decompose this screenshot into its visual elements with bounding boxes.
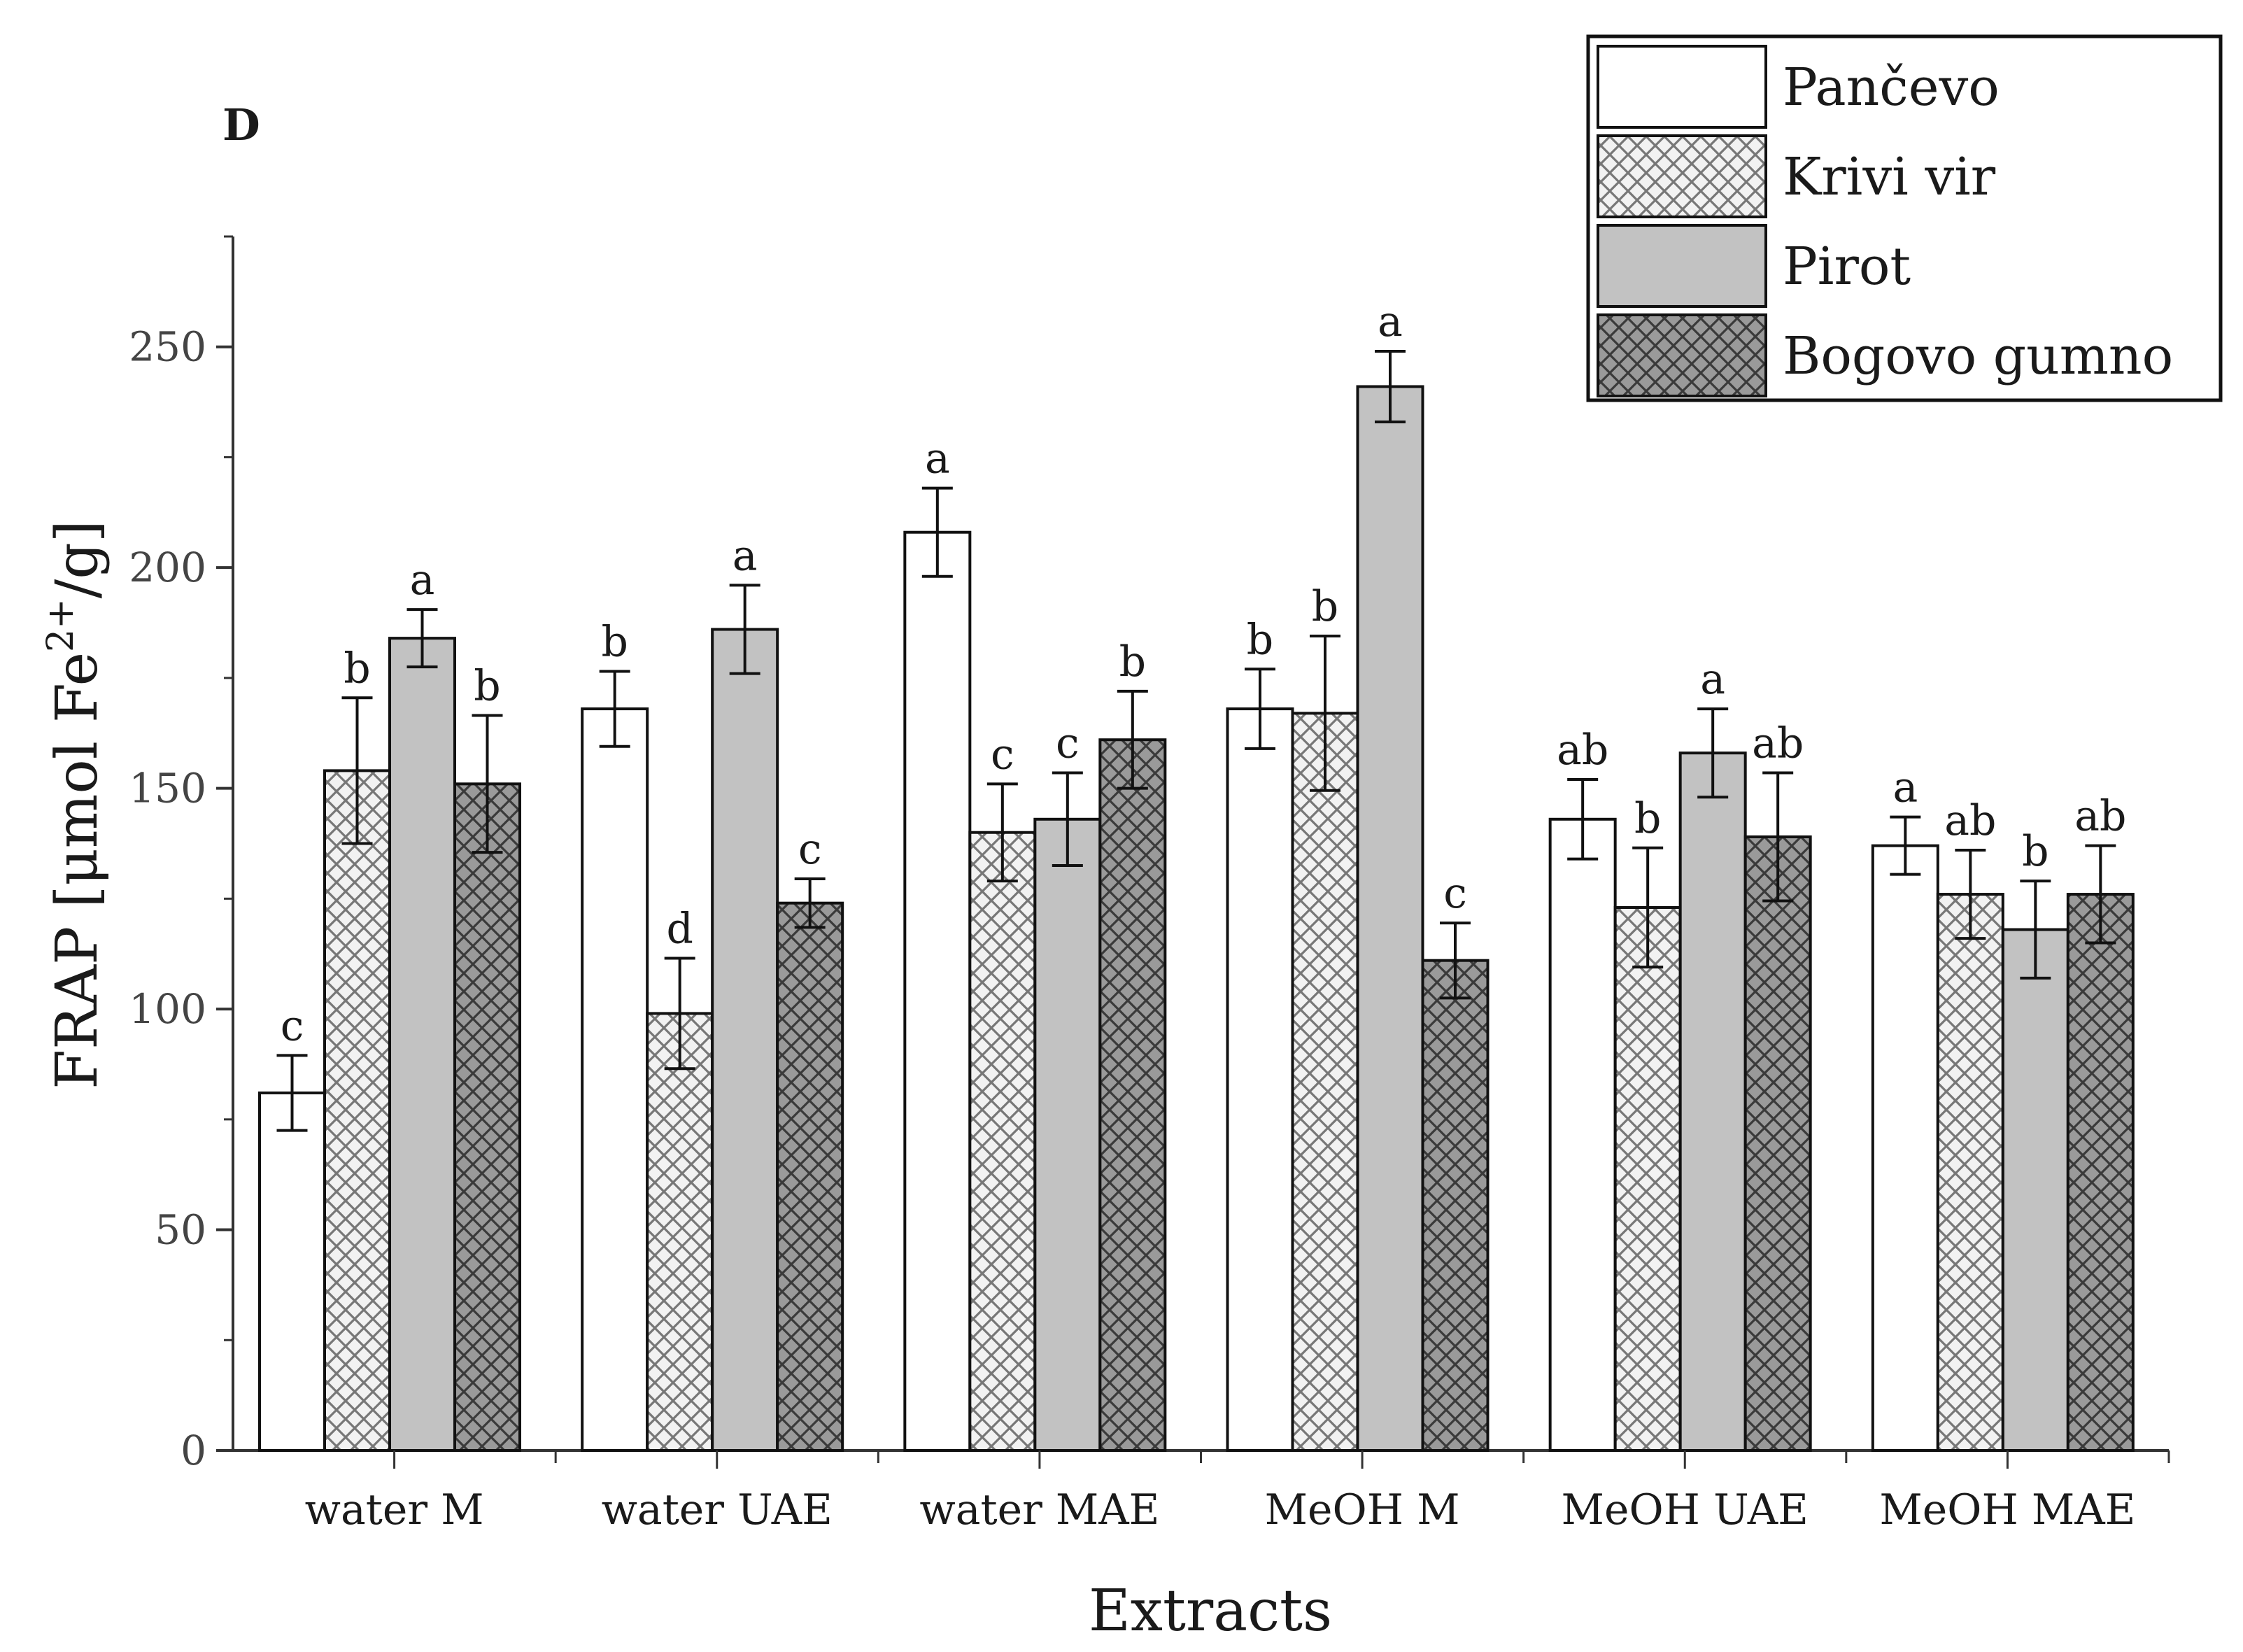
bar	[1678, 751, 1747, 1453]
x-category-label: MeOH UAE	[1562, 1485, 1809, 1534]
legend-swatch	[1597, 134, 1767, 218]
legend-swatch	[1597, 45, 1767, 129]
significance-label: a	[1700, 655, 1725, 704]
significance-label: c	[1056, 719, 1080, 768]
legend-label: Pančevo	[1783, 57, 2000, 118]
x-category-label: water M	[305, 1485, 484, 1534]
x-category-label: MeOH M	[1265, 1485, 1460, 1534]
legend-label: Krivi vir	[1783, 147, 1996, 207]
legend-label: Bogovo gumno	[1783, 326, 2173, 386]
significance-label: a	[733, 531, 758, 580]
panel-label: D	[222, 99, 260, 150]
y-tick-label: 200	[129, 544, 206, 591]
significance-label: c	[281, 1001, 304, 1050]
bar	[1356, 385, 1424, 1453]
bar	[1033, 817, 1102, 1453]
y-tick-label: 250	[129, 323, 206, 371]
significance-label: b	[1312, 582, 1338, 631]
significance-label: c	[1443, 869, 1467, 918]
bar	[1871, 844, 1939, 1452]
significance-label: b	[2022, 827, 2049, 876]
y-axis-title: FRAP [μmol Fe2+/g]	[40, 520, 111, 1089]
bar	[776, 901, 844, 1452]
bar	[1548, 817, 1617, 1453]
bar	[1226, 707, 1294, 1452]
x-category-label: water MAE	[919, 1485, 1159, 1534]
significance-label: b	[344, 644, 370, 693]
bar	[1613, 905, 1682, 1452]
y-tick-label: 0	[181, 1427, 206, 1474]
bar	[1421, 959, 1490, 1452]
significance-label: c	[991, 730, 1014, 779]
legend-swatch	[1597, 224, 1767, 308]
bar	[258, 1091, 326, 1452]
y-tick-label: 50	[155, 1206, 206, 1254]
y-axis-title-main: FRAP [μmol Fe	[44, 652, 111, 1089]
significance-label: a	[1892, 763, 1918, 812]
significance-label: ab	[1752, 719, 1804, 768]
significance-label: ab	[2074, 792, 2126, 841]
bar	[968, 831, 1037, 1452]
x-axis-title: Extracts	[1089, 1578, 1332, 1644]
significance-label: b	[1247, 615, 1273, 664]
bar	[388, 637, 456, 1452]
bar	[1743, 835, 1812, 1452]
y-axis-title-tail: /g]	[44, 520, 111, 598]
bar	[581, 707, 649, 1452]
significance-label: d	[666, 905, 693, 954]
significance-label: b	[1119, 637, 1146, 686]
significance-label: b	[474, 662, 500, 711]
x-category-label: water UAE	[602, 1485, 833, 1534]
bar	[1936, 893, 2004, 1452]
legend: Pančevo Krivi vir Pirot Bogovo gumno	[1586, 34, 2223, 402]
legend-swatch	[1597, 313, 1767, 397]
bar	[711, 628, 779, 1453]
x-category-label: MeOH MAE	[1879, 1485, 2135, 1534]
significance-label: ab	[1557, 726, 1608, 775]
bar	[323, 769, 391, 1452]
bar	[453, 782, 521, 1452]
bar	[2066, 893, 2135, 1452]
significance-label: a	[925, 435, 950, 483]
significance-label: ab	[1944, 796, 1996, 845]
bar	[903, 530, 972, 1452]
bar	[646, 1012, 714, 1452]
x-axis-category-labels: water M water UAE water MAE MeOH M MeOH UAE M…	[305, 1450, 2170, 1534]
bars	[258, 385, 2135, 1453]
legend-label: Pirot	[1783, 236, 1911, 297]
significance-label: a	[410, 556, 435, 605]
significance-label: b	[1634, 794, 1661, 843]
y-axis-title-superscript: 2+	[40, 598, 82, 652]
bar	[2001, 928, 2069, 1452]
y-axis-ticks: 0 50 100 150 200 250	[129, 235, 233, 1474]
error-bars	[276, 350, 2116, 1132]
y-tick-label: 150	[129, 765, 206, 812]
significance-label: c	[798, 825, 822, 874]
significance-label: b	[601, 617, 628, 666]
bar	[1098, 738, 1167, 1452]
y-tick-label: 100	[129, 985, 206, 1033]
bar	[1291, 712, 1359, 1452]
significance-label: a	[1378, 297, 1403, 346]
